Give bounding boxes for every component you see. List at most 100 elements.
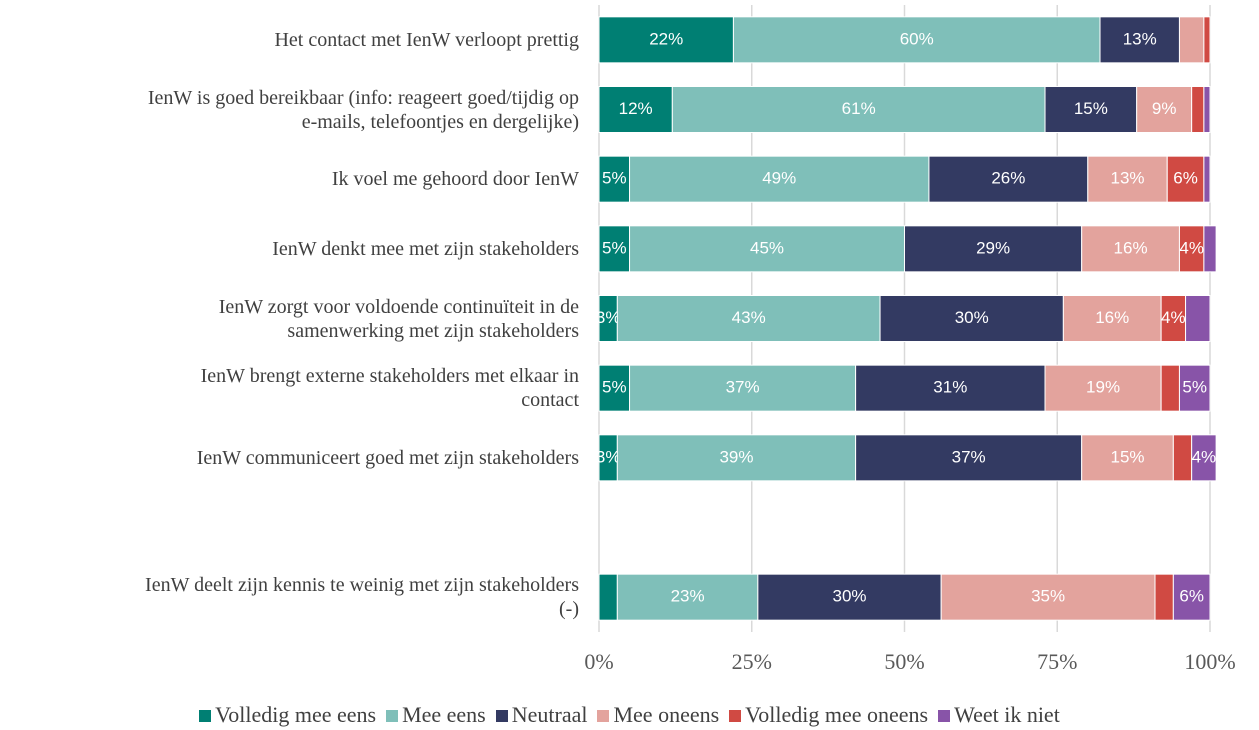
data-label: 13% — [1123, 29, 1157, 48]
category-label: IenW communiceert goed met zijn stakehol… — [196, 446, 579, 469]
category-label: IenW deelt zijn kennis te weinig met zij… — [145, 574, 579, 621]
legend-item: Volledig mee eens — [199, 702, 376, 728]
category-label: IenW zorgt voor voldoende continuïteit i… — [218, 295, 579, 342]
bar-segment — [1062, 295, 1162, 342]
data-label: 29% — [976, 238, 1010, 257]
bar-segment — [855, 434, 1083, 482]
data-label: 19% — [1086, 378, 1120, 397]
bar-segment — [1160, 295, 1187, 342]
data-label: 13% — [1110, 169, 1144, 188]
data-label: 5% — [602, 378, 627, 397]
data-label: 9% — [1152, 99, 1177, 118]
legend-item: Neutraal — [495, 702, 588, 728]
data-label: 43% — [732, 308, 766, 327]
bar-segment — [1160, 364, 1180, 412]
data-label: 4% — [1192, 447, 1217, 466]
bar-segment — [879, 295, 1064, 342]
legend-label: Mee oneens — [613, 702, 720, 727]
legend-label: Volledig mee eens — [215, 702, 377, 727]
bar-segment — [904, 225, 1083, 273]
bar-segment — [1178, 225, 1205, 273]
x-tick-label: 0% — [584, 649, 613, 674]
legend-item: Weet ik niet — [938, 702, 1060, 728]
bar-segment — [1154, 573, 1174, 621]
bar-segment — [1203, 155, 1211, 203]
data-label: 37% — [952, 447, 986, 466]
bar-segment — [1099, 16, 1180, 64]
data-label: 37% — [726, 378, 760, 397]
data-label: 15% — [1074, 99, 1108, 118]
bar-segment — [1044, 86, 1138, 133]
bar-segment — [940, 573, 1156, 621]
bar-segment — [1172, 434, 1193, 482]
bar-segment — [1178, 364, 1211, 412]
legend-item: Mee eens — [386, 702, 486, 728]
data-label: 30% — [832, 587, 866, 606]
legend-swatch — [938, 710, 951, 722]
bar-segment — [1044, 364, 1162, 412]
data-label: 6% — [1173, 169, 1198, 188]
bar-segment — [1203, 225, 1217, 273]
bar-segment — [671, 86, 1046, 133]
bar-segment — [616, 434, 857, 482]
bar-segment — [629, 225, 905, 273]
legend-label: Volledig mee oneens — [745, 702, 929, 727]
bar-segment — [629, 364, 857, 412]
data-label: 16% — [1114, 238, 1148, 257]
bar-segment — [1136, 86, 1193, 133]
legend-swatch — [386, 710, 399, 722]
bar-segment — [616, 573, 759, 621]
x-tick-label: 25% — [732, 649, 772, 674]
legend-swatch — [199, 710, 212, 722]
bar-segment — [598, 225, 631, 273]
data-label: 39% — [719, 447, 753, 466]
chart: 0% 25% 50% 75% 100% 22% 60% 13% 12% 61% 15% 9% 5% 49%… — [584, 5, 1236, 674]
legend-label: Mee eens — [402, 702, 486, 727]
category-label: Ik voel me gehoord door IenW — [331, 168, 579, 191]
data-label: 61% — [842, 99, 876, 118]
legend-label: Weet ik niet — [954, 702, 1060, 727]
legend-item: Volledig mee oneens — [729, 702, 928, 728]
data-label: 45% — [750, 238, 784, 257]
bar-segment — [1203, 86, 1211, 133]
data-label: 4% — [1179, 238, 1204, 257]
data-label: 5% — [602, 238, 627, 257]
category-label: IenW is goed bereikbaar (info: reageert … — [147, 86, 579, 133]
data-label: 30% — [955, 308, 989, 327]
bar-segment — [598, 16, 734, 64]
bar-segment — [1087, 155, 1168, 203]
x-tick-label: 50% — [884, 649, 924, 674]
data-label: 31% — [933, 378, 967, 397]
legend-swatch — [729, 710, 742, 722]
bar-segment — [1203, 16, 1211, 64]
bar-segment — [598, 155, 631, 203]
bar-segment — [1191, 434, 1217, 482]
data-label: 6% — [1179, 587, 1204, 606]
data-label: 4% — [1161, 308, 1186, 327]
bar-segment — [732, 16, 1101, 64]
category-label: IenW brengt externe stakeholders met elk… — [200, 365, 579, 412]
bar-segment — [1081, 225, 1180, 273]
data-label: 3% — [596, 308, 621, 327]
data-label: 5% — [602, 169, 627, 188]
data-label: 35% — [1031, 587, 1065, 606]
data-label: 5% — [1182, 378, 1207, 397]
category-label: Het contact met IenW verloopt prettig — [274, 28, 579, 51]
legend: Volledig mee eens Mee eens Neutraal Mee one… — [0, 702, 1259, 728]
bar-segment — [1185, 295, 1211, 342]
data-label: 12% — [619, 99, 653, 118]
data-label: 16% — [1095, 308, 1129, 327]
data-label: 22% — [649, 29, 683, 48]
legend-swatch — [495, 710, 508, 722]
bar-segment — [1191, 86, 1205, 133]
x-tick-label: 75% — [1037, 649, 1077, 674]
bar-segment — [629, 155, 930, 203]
data-label: 15% — [1110, 447, 1144, 466]
legend-item: Mee oneens — [597, 702, 719, 728]
category-label: IenW denkt mee met zijn stakeholders — [272, 237, 579, 260]
bar-segment — [1178, 16, 1205, 64]
data-label: 49% — [762, 169, 796, 188]
data-label: 60% — [900, 29, 934, 48]
legend-label: Neutraal — [511, 702, 588, 727]
